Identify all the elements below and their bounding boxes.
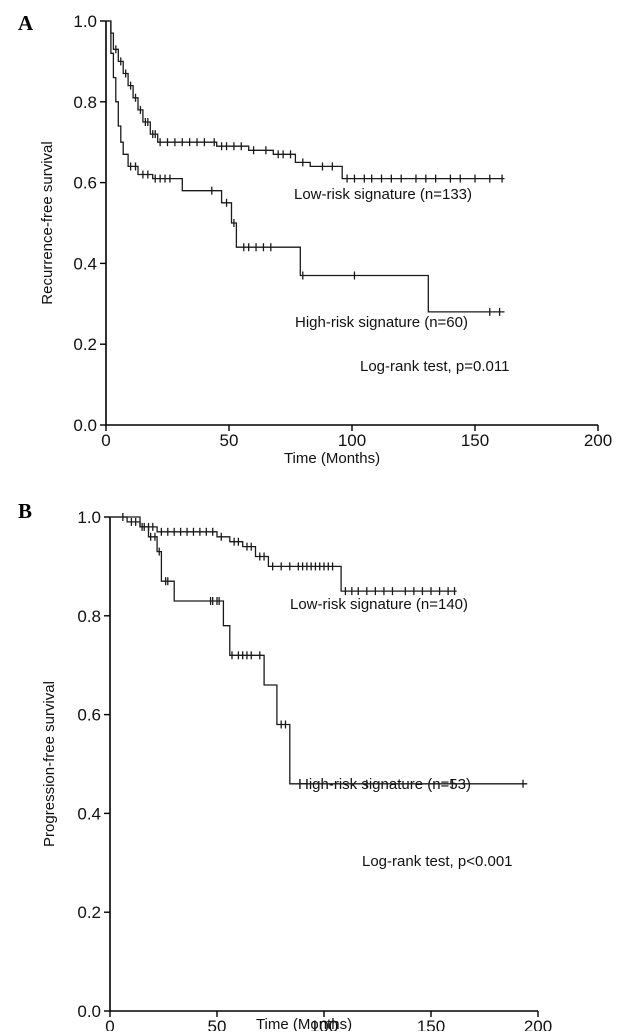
panel-a-y-axis-label: Recurrence-free survival xyxy=(39,141,56,304)
x-tick-label: 50 xyxy=(220,431,239,450)
high-risk-survival-curve xyxy=(110,516,528,785)
panel-b: B Progression-free survival Time (Months… xyxy=(18,499,552,1036)
x-tick-label: 100 xyxy=(310,1017,338,1031)
y-tick-label: 0.2 xyxy=(77,903,101,922)
low-risk-survival-curve xyxy=(106,20,505,180)
y-tick-label: 0.0 xyxy=(77,1002,101,1021)
x-tick-label: 0 xyxy=(105,1017,114,1031)
panel-b-letter: B xyxy=(18,499,32,523)
panel-b-series-label-high-risk: High-risk signature (n=53) xyxy=(298,776,471,793)
y-tick-label: 0.0 xyxy=(73,416,97,435)
panel-a-x-axis-label: Time (Months) xyxy=(284,450,380,467)
panel-a-logrank-annotation: Log-rank test, p=0.011 xyxy=(360,358,509,375)
x-tick-label: 150 xyxy=(417,1017,445,1031)
y-tick-label: 0.6 xyxy=(73,174,97,193)
x-tick-label: 200 xyxy=(524,1017,552,1031)
panel-a-letter: A xyxy=(18,11,34,35)
panel-b-logrank-annotation: Log-rank test, p<0.001 xyxy=(362,853,513,870)
y-tick-label: 0.4 xyxy=(73,254,97,273)
panel-b-x-axis-label: Time (Months) xyxy=(256,1016,352,1031)
y-tick-label: 1.0 xyxy=(73,12,97,31)
y-tick-label: 0.6 xyxy=(77,706,101,725)
panel-a-series-label-high-risk: High-risk signature (n=60) xyxy=(295,314,468,331)
x-tick-label: 100 xyxy=(338,431,366,450)
y-tick-label: 0.4 xyxy=(77,804,101,823)
x-tick-label: 150 xyxy=(461,431,489,450)
x-tick-label: 200 xyxy=(584,431,612,450)
x-tick-label: 50 xyxy=(208,1017,227,1031)
y-tick-label: 0.8 xyxy=(73,93,97,112)
y-tick-label: 0.8 xyxy=(77,607,101,626)
y-tick-label: 1.0 xyxy=(77,508,101,527)
high-risk-survival-curve xyxy=(106,20,505,313)
panel-a-series-label-low-risk: Low-risk signature (n=133) xyxy=(294,186,472,203)
x-tick-label: 0 xyxy=(101,431,110,450)
panel-b-series-label-low-risk: Low-risk signature (n=140) xyxy=(290,596,468,613)
y-tick-label: 0.2 xyxy=(73,335,97,354)
panel-a: A Recurrence-free survival Time (Months)… xyxy=(18,11,612,467)
panel-b-y-axis-label: Progression-free survival xyxy=(41,681,58,847)
